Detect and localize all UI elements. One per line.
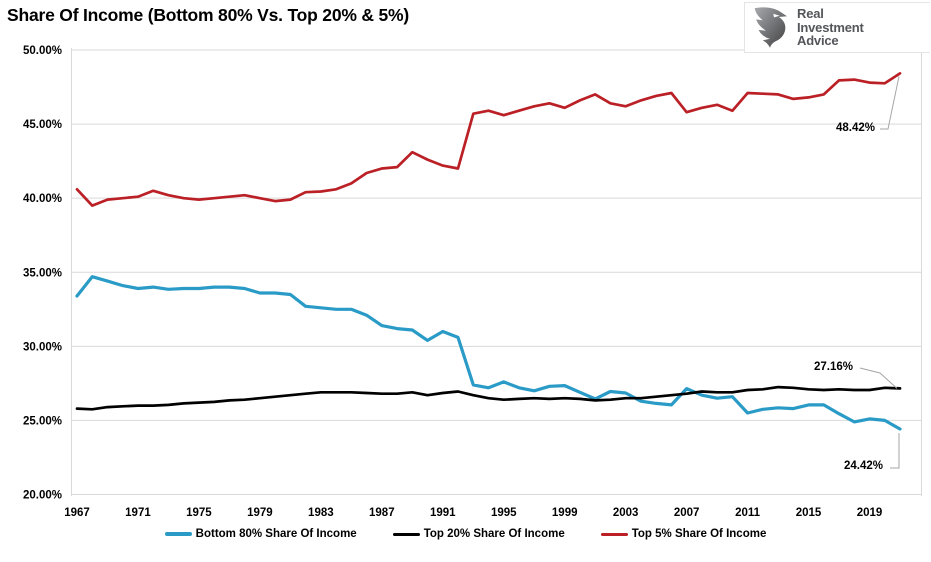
x-axis-tick-label: 1967 [64, 507, 90, 519]
page-title: Share Of Income (Bottom 80% Vs. Top 20% … [7, 5, 410, 25]
legend-label: Bottom 80% Share Of Income [195, 528, 357, 540]
leader-line-top20 [859, 367, 898, 389]
x-axis-tick-label: 1999 [552, 507, 578, 519]
y-axis-tick-label: 35.00% [23, 267, 62, 279]
brand-name-line-3: Advice [797, 33, 839, 49]
series-line-bottom80 [75, 275, 902, 431]
eagle-icon [754, 7, 787, 48]
legend-item-top5: Top 5% Share Of Income [600, 528, 767, 540]
legend-line-swatch-top20 [392, 532, 420, 536]
x-axis-tick-label: 2015 [796, 507, 822, 519]
chart-legend: Bottom 80% Share Of Income Top 20% Share… [0, 528, 931, 540]
x-axis-tick-label: 1971 [125, 507, 151, 519]
legend-line-swatch-top5 [600, 532, 628, 536]
x-axis-tick-label: 2003 [613, 507, 639, 519]
series-line-top20 [75, 385, 902, 411]
y-axis-tick-label: 45.00% [23, 119, 62, 131]
brand-logo: Real Investment Advice [744, 2, 930, 53]
y-axis-tick-label: 20.00% [23, 490, 62, 502]
end-value-label-bottom80: 24.42% [844, 460, 884, 472]
y-axis-tick-label: 30.00% [23, 341, 62, 353]
x-axis-tick-label: 1987 [369, 507, 395, 519]
y-axis-tick-label: 50.00% [23, 45, 62, 57]
brand-name-line-2: Investment [797, 19, 864, 35]
legend-item-bottom80: Bottom 80% Share Of Income [164, 528, 357, 540]
series-line-top5 [75, 72, 902, 207]
x-axis-tick-label: 1983 [308, 507, 334, 519]
x-axis-tick-label: 1979 [247, 507, 273, 519]
brand-name: Real Investment Advice [797, 7, 864, 48]
y-axis-tick-label: 25.00% [23, 415, 62, 427]
legend-label: Top 5% Share Of Income [631, 528, 767, 540]
brand-name-line-1: Real [797, 6, 824, 22]
y-axis-tick-label: 40.00% [23, 193, 62, 205]
x-axis-tick-label: 2007 [674, 507, 700, 519]
x-axis-tick-label: 2019 [857, 507, 883, 519]
legend-item-top20: Top 20% Share Of Income [392, 528, 565, 540]
end-value-label-top5: 48.42% [836, 122, 876, 134]
legend-line-swatch-bottom80 [164, 532, 192, 536]
x-axis-tick-label: 1995 [491, 507, 517, 519]
legend-label: Top 20% Share Of Income [423, 528, 565, 540]
end-value-label-top20: 27.16% [814, 361, 854, 373]
leader-line-top5 [880, 76, 900, 130]
x-axis-tick-label: 1991 [430, 507, 456, 519]
x-axis-tick-label: 2011 [735, 507, 761, 519]
leader-line-bottom80 [890, 433, 900, 469]
x-axis-tick-label: 1975 [186, 507, 212, 519]
